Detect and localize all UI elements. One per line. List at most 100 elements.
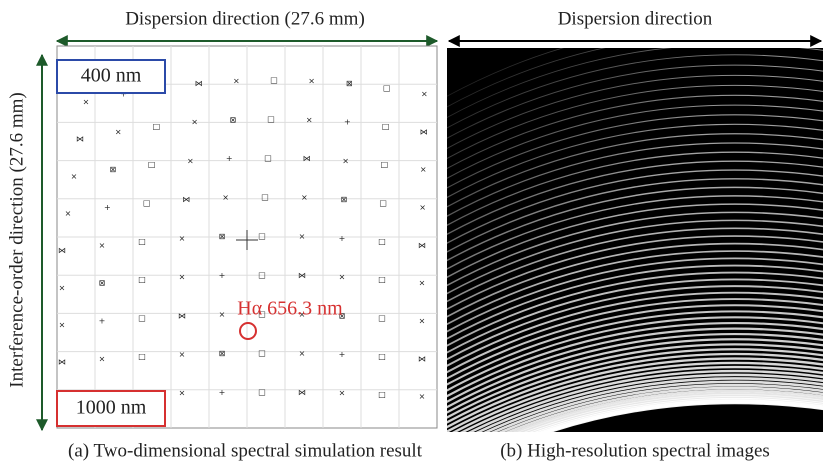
label-400: 400 nm <box>81 65 142 87</box>
simulation-plot: × + □ ⋈ × □ × ⊠ □ × ⋈ × □ × ⊠ □ × + □ ⋈ × ⊠ □ × + □ ⋈ × □ × × + □ ⋈ × □ × ⊠ □ ×… <box>56 45 438 429</box>
marker: □ <box>138 275 146 284</box>
marker: × <box>339 273 346 282</box>
marker: □ <box>264 154 272 163</box>
marker: × <box>301 193 308 202</box>
marker: × <box>179 273 186 282</box>
marker: × <box>222 193 229 202</box>
marker: □ <box>382 122 390 131</box>
marker: □ <box>378 275 386 284</box>
marker: ⋈ <box>58 358 66 367</box>
marker: × <box>99 241 106 250</box>
marker: + <box>219 388 226 397</box>
marker: □ <box>258 232 266 241</box>
marker: × <box>191 118 198 127</box>
annotation: Hα 656.3 nm <box>237 298 343 320</box>
marker: □ <box>258 349 266 358</box>
highlight-circle <box>239 322 257 340</box>
panel-a-title: Dispersion direction (27.6 mm) <box>125 8 365 29</box>
marker: × <box>342 156 349 165</box>
marker: × <box>83 98 90 107</box>
marker: □ <box>138 237 146 246</box>
marker: ⊠ <box>339 311 346 320</box>
marker: □ <box>378 237 386 246</box>
caption-b: (b) High-resolution spectral images <box>500 440 770 461</box>
marker: □ <box>378 352 386 361</box>
marker: ⋈ <box>178 311 186 320</box>
marker: + <box>339 234 346 243</box>
marker: ⊠ <box>109 165 116 174</box>
marker: □ <box>378 313 386 322</box>
marker: × <box>179 234 186 243</box>
marker: × <box>419 279 426 288</box>
marker: × <box>219 310 226 319</box>
marker: + <box>339 350 346 359</box>
label-box <box>56 59 166 94</box>
marker: + <box>120 90 127 99</box>
marker: × <box>419 317 426 326</box>
marker: ⊠ <box>346 79 353 88</box>
marker: □ <box>143 198 151 207</box>
marker: × <box>71 172 78 181</box>
panel-b-title: Dispersion direction <box>558 8 713 29</box>
marker: × <box>299 232 306 241</box>
image-fade <box>447 48 823 432</box>
marker: ⋈ <box>420 127 428 136</box>
marker: × <box>187 156 194 165</box>
marker: × <box>299 349 306 358</box>
marker: □ <box>383 83 391 92</box>
marker: × <box>420 165 427 174</box>
marker: ⋈ <box>418 241 426 250</box>
marker: ⊠ <box>219 349 226 358</box>
marker: □ <box>258 310 266 319</box>
marker: × <box>299 310 306 319</box>
marker: ⋈ <box>298 271 306 280</box>
marker: □ <box>153 122 161 131</box>
marker: + <box>99 317 106 326</box>
spectral-image <box>447 48 823 432</box>
marker: × <box>115 127 122 136</box>
marker: + <box>226 154 233 163</box>
label-box <box>56 390 166 427</box>
marker: □ <box>379 198 387 207</box>
marker: ⋈ <box>298 388 306 397</box>
marker: × <box>179 389 186 398</box>
marker: ⋈ <box>58 246 66 255</box>
marker: □ <box>381 160 389 169</box>
marker: ⋈ <box>76 135 84 144</box>
marker: ⋈ <box>303 154 311 163</box>
marker: × <box>308 76 315 85</box>
marker: × <box>339 389 346 398</box>
marker: × <box>306 115 313 124</box>
marker: ⋈ <box>182 195 190 204</box>
marker: × <box>59 283 66 292</box>
marker: □ <box>138 313 146 322</box>
caption-a: (a) Two-dimensional spectral simulation … <box>68 440 423 461</box>
marker: □ <box>258 388 266 397</box>
marker: ⋈ <box>195 79 203 88</box>
marker: + <box>344 118 351 127</box>
marker: × <box>419 392 426 401</box>
label-1000: 1000 nm <box>76 397 147 419</box>
marker: × <box>59 321 66 330</box>
marker: ⋈ <box>418 354 426 363</box>
marker: × <box>179 350 186 359</box>
marker: ⊠ <box>340 195 347 204</box>
marker: × <box>65 209 72 218</box>
marker: × <box>419 203 426 212</box>
marker: ⊠ <box>99 279 106 288</box>
marker: □ <box>378 390 386 399</box>
marker: □ <box>270 76 278 85</box>
marker: × <box>421 90 428 99</box>
marker: □ <box>261 193 269 202</box>
marker: ⊠ <box>229 115 236 124</box>
y-axis-label: Interference-order direction (27.6 mm) <box>6 92 27 387</box>
marker: □ <box>148 160 156 169</box>
marker: ⊠ <box>219 232 226 241</box>
marker: + <box>104 203 111 212</box>
marker: × <box>99 354 106 363</box>
marker: □ <box>138 352 146 361</box>
marker: □ <box>258 271 266 280</box>
marker: □ <box>267 115 275 124</box>
marker: + <box>219 271 226 280</box>
